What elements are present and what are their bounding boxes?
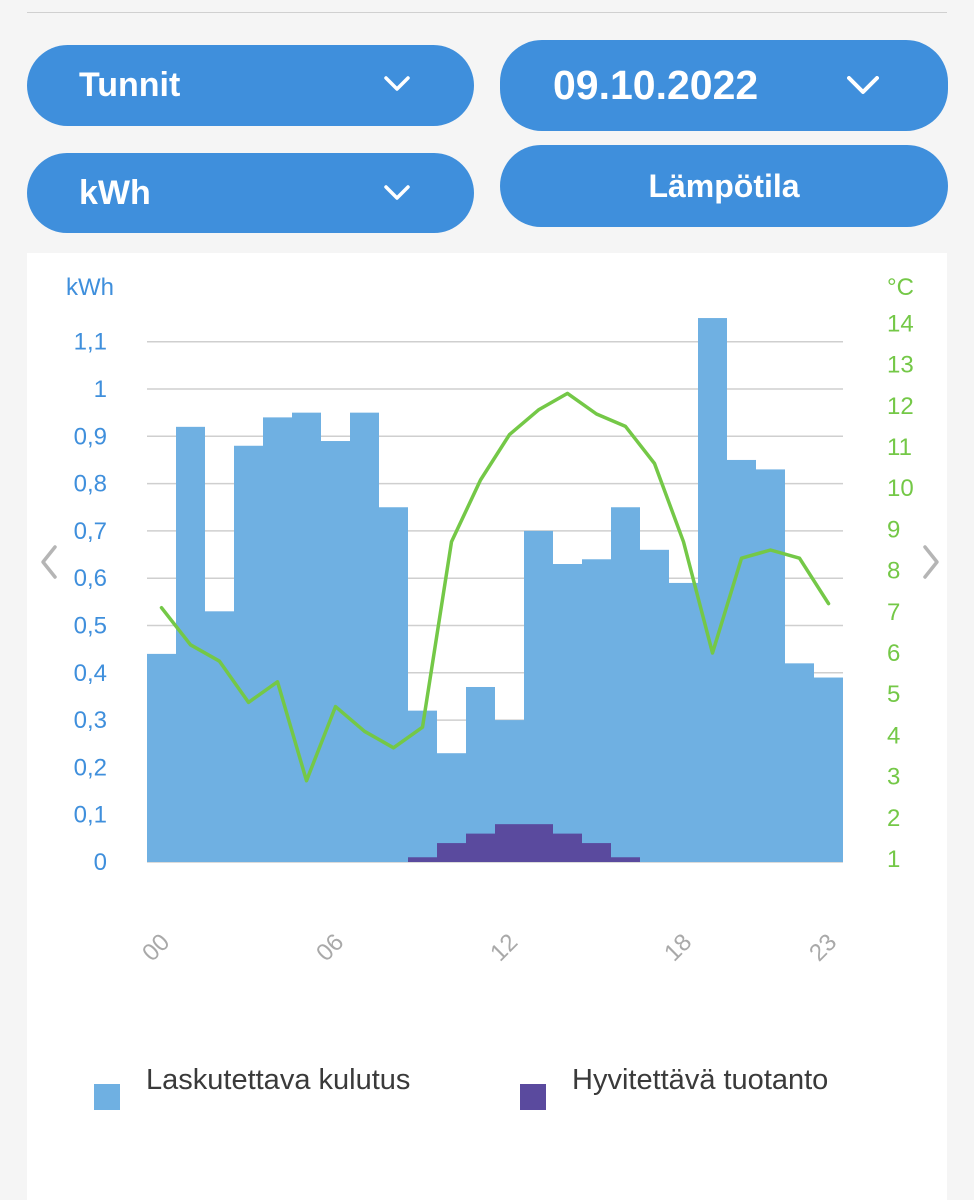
- y2-tick-label: 11: [887, 434, 912, 461]
- temperature-toggle-label: Lämpötila: [648, 167, 800, 204]
- bar-production-14: [553, 833, 582, 862]
- x-tick-label: 23: [804, 929, 842, 967]
- period-dropdown[interactable]: Tunnit: [27, 45, 474, 126]
- y-tick-label: 0,1: [74, 802, 107, 829]
- consumption-chart: kWh00,10,20,30,40,50,60,70,80,911,1°C123…: [41, 274, 939, 967]
- bar-consumption-04: [263, 417, 292, 862]
- y2-tick-label: 7: [887, 599, 900, 626]
- bar-consumption-03: [234, 445, 263, 862]
- y-tick-label: 0,3: [74, 707, 107, 734]
- top-divider: [27, 12, 947, 13]
- bar-consumption-05: [292, 412, 321, 862]
- bar-consumption-21: [756, 469, 785, 862]
- legend-item-production: Hyvitettävä tuotanto: [520, 1064, 828, 1110]
- bar-consumption-06: [321, 441, 350, 862]
- chevron-down-icon: [847, 76, 879, 94]
- legend-item-consumption: Laskutettava kulutus: [94, 1064, 410, 1110]
- y2-tick-label: 3: [887, 764, 900, 791]
- temperature-line: [159, 391, 831, 783]
- y-tick-label: 0,2: [74, 754, 107, 781]
- bar-consumption-14: [553, 564, 582, 862]
- x-tick-label: 00: [137, 929, 175, 967]
- y2-tick-label: 4: [887, 722, 900, 749]
- date-dropdown[interactable]: 09.10.2022: [500, 40, 948, 131]
- y-tick-label: 0,8: [74, 471, 107, 498]
- temperature-toggle-button[interactable]: Lämpötila: [500, 145, 948, 227]
- bar-production-13: [524, 824, 553, 862]
- bar-production-15: [582, 843, 611, 862]
- bar-consumption-02: [205, 611, 234, 862]
- bar-production-12: [495, 824, 524, 862]
- legend-label-production: Hyvitettävä tuotanto: [572, 1064, 829, 1096]
- y2-tick-label: 1: [887, 846, 900, 873]
- legend-label-consumption: Laskutettava kulutus: [146, 1064, 411, 1096]
- bar-consumption-23: [814, 677, 843, 862]
- y2-tick-label: 14: [887, 310, 914, 337]
- date-dropdown-label: 09.10.2022: [553, 62, 759, 108]
- x-tick-label: 06: [311, 929, 349, 967]
- bar-consumption-17: [640, 549, 669, 862]
- y2-tick-label: 9: [887, 516, 900, 543]
- y2-tick-label: 5: [887, 681, 900, 708]
- bar-consumption-20: [727, 459, 756, 862]
- bar-production-11: [466, 833, 495, 862]
- y-tick-label: 0,4: [74, 660, 107, 687]
- chevron-down-icon: [384, 185, 410, 200]
- y2-tick-label: 10: [887, 475, 914, 502]
- y-tick-label: 0,9: [74, 423, 107, 450]
- y-tick-label: 0,7: [74, 518, 107, 545]
- x-tick-label: 12: [485, 929, 523, 967]
- chevron-left-icon[interactable]: [41, 545, 57, 579]
- bar-consumption-18: [669, 582, 698, 862]
- period-dropdown-label: Tunnit: [79, 66, 181, 104]
- bar-consumption-11: [466, 686, 495, 862]
- bar-consumption-16: [611, 507, 640, 862]
- y2-tick-label: 12: [887, 393, 914, 420]
- bar-consumption-08: [379, 507, 408, 862]
- y-tick-label: 0: [94, 849, 107, 876]
- y-tick-label: 0,5: [74, 613, 107, 640]
- y-tick-label: 1: [94, 376, 107, 403]
- y-tick-label: 1,1: [74, 329, 107, 356]
- unit-dropdown[interactable]: kWh: [27, 153, 474, 233]
- y-tick-label: 0,6: [74, 565, 107, 592]
- chart-card: kWh 0 0,1 0,2 0,3 0,4 0,5 0,6 0,7 0,8 0,9 1 1,1 °C 1 2 3…: [27, 253, 947, 1200]
- y2-tick-label: 13: [887, 352, 914, 379]
- y2-tick-label: 8: [887, 558, 900, 585]
- bar-consumption-22: [785, 663, 814, 862]
- y2-tick-label: 2: [887, 805, 900, 832]
- chevron-right-icon[interactable]: [923, 545, 939, 579]
- bar-production-10: [437, 843, 466, 862]
- y2-tick-label: 6: [887, 640, 900, 667]
- unit-dropdown-label: kWh: [79, 173, 151, 212]
- y-axis-unit-label: kWh: [66, 274, 114, 301]
- bar-consumption-00: [147, 653, 176, 862]
- bar-production-09: [408, 857, 437, 862]
- x-tick-label: 18: [659, 929, 697, 967]
- bar-consumption-13: [524, 530, 553, 862]
- legend-swatch-production: [520, 1084, 546, 1110]
- bar-consumption-19: [698, 318, 727, 862]
- bar-consumption-07: [350, 412, 379, 862]
- legend-swatch-consumption: [94, 1084, 120, 1110]
- chevron-down-icon: [384, 76, 410, 91]
- bar-production-16: [611, 857, 640, 862]
- y2-axis-unit-label: °C: [887, 274, 914, 301]
- bar-consumption-15: [582, 559, 611, 862]
